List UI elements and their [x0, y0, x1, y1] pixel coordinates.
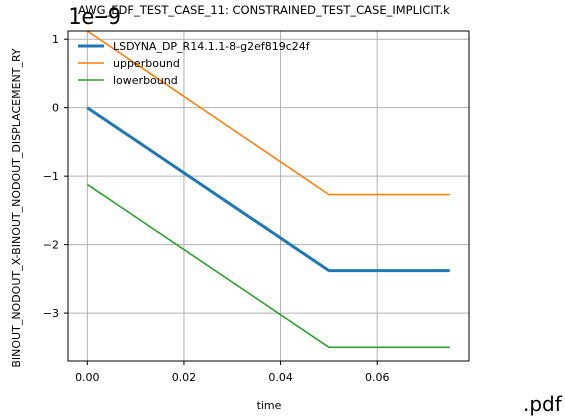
grid-lines [68, 31, 469, 361]
series-line-1 [86, 30, 450, 196]
pdf-extension-label: .pdf [523, 392, 563, 416]
legend-label-2: lowerbound [113, 74, 178, 87]
x-axis-label: time [257, 399, 282, 412]
series-line-0 [86, 106, 450, 273]
y-tick-label: −2 [43, 239, 59, 252]
series-lines [86, 30, 450, 349]
x-tick-label: 0.00 [75, 371, 100, 384]
x-tick-label: 0.02 [172, 371, 197, 384]
y-tick-label: −1 [43, 170, 59, 183]
legend-label-1: upperbound [113, 57, 180, 70]
y-axis-ticks: 1 0 −1 −2 −3 [43, 33, 68, 320]
x-axis-ticks: 0.00 0.02 0.04 0.06 [75, 361, 389, 384]
chart-title: AWG_EDF_TEST_CASE_11: CONSTRAINED_TEST_C… [78, 3, 450, 17]
x-tick-label: 0.04 [268, 371, 293, 384]
y-tick-label: 0 [52, 102, 59, 115]
x-tick-label: 0.06 [365, 371, 390, 384]
legend-label-0: LSDYNA_DP_R14.1.1-8-g2ef819c24f [113, 40, 311, 53]
y-axis-label: BINOUT_NODOUT_X-BINOUT_NODOUT_DISPLACEME… [10, 48, 23, 368]
y-tick-label: 1 [52, 33, 59, 46]
series-line-2 [86, 183, 450, 349]
y-tick-label: −3 [43, 307, 59, 320]
legend: LSDYNA_DP_R14.1.1-8-g2ef819c24f upperboun… [78, 40, 311, 87]
plot-frame [67, 30, 470, 362]
offset-label: 1e−9 [68, 5, 121, 30]
